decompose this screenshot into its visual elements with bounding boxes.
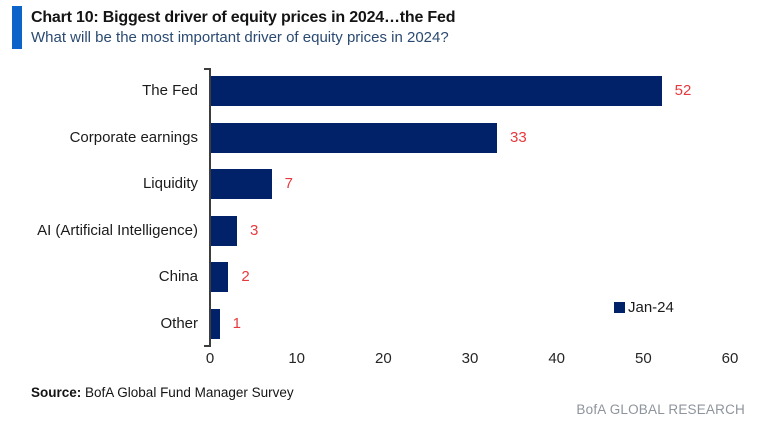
bar-row: Liquidity 7 [0,161,762,208]
value-label: 3 [250,221,259,239]
chart-title: Chart 10: Biggest driver of equity price… [31,9,456,26]
category-label: AI (Artificial Intelligence) [37,221,198,239]
category-label: Liquidity [142,175,198,192]
legend-label: Jan-24 [628,299,674,316]
source-label: Source: [31,385,82,400]
category-axis-line [209,68,211,347]
brand-text: BofA GLOBAL RESEARCH [576,402,745,417]
category-label: China [158,268,198,285]
category-label: Other [160,314,198,332]
value-bar [211,122,497,153]
bar-row: AI (Artificial Intelligence) 3 [0,208,762,255]
axis-tick-bottom [204,345,209,347]
value-label: 33 [510,128,527,146]
value-bar [211,76,662,106]
value-label: 1 [232,314,241,332]
title-accent-bar [12,6,22,49]
legend: Jan-24 [614,299,674,316]
x-axis-tick-label: 50 [634,350,652,367]
value-bar [211,308,220,339]
legend-swatch-icon [614,302,625,313]
axis-tick-top [204,68,209,70]
value-label: 2 [241,268,250,285]
bar-row: Corporate earnings 33 [0,115,762,162]
category-label: The Fed [142,82,198,99]
value-bar [211,215,237,246]
bar-row: Other 1 [0,301,762,348]
source-note: Source: BofA Global Fund Manager Survey [31,385,294,400]
value-label: 7 [284,175,293,192]
x-axis-tick-label: 30 [461,350,479,367]
source-text: BofA Global Fund Manager Survey [81,385,294,400]
x-axis-tick-label: 60 [721,350,739,367]
value-label: 52 [674,82,692,99]
x-axis-tick-label: 20 [374,350,392,367]
value-bar [211,169,272,199]
chart-subtitle: What will be the most important driver o… [31,29,449,46]
bar-chart: The Fed 52 Corporate earnings 33 Liquidity 7 A… [0,68,762,347]
bar-row: China 2 [0,254,762,301]
bar-row: The Fed 52 [0,68,762,115]
x-axis-tick-label: 10 [288,350,305,367]
value-bar [211,262,229,292]
x-axis-tick-label: 40 [548,350,565,367]
category-label: Corporate earnings [69,128,198,146]
x-axis-tick-label: 0 [205,350,215,367]
